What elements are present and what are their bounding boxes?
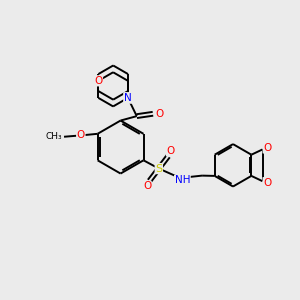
Text: O: O (77, 130, 85, 140)
Text: O: O (263, 178, 272, 188)
Text: O: O (263, 143, 272, 153)
Text: O: O (143, 181, 151, 191)
Text: S: S (155, 164, 162, 173)
Text: CH₃: CH₃ (46, 132, 63, 141)
Text: N: N (124, 93, 132, 103)
Text: NH: NH (175, 175, 190, 185)
Text: N: N (124, 93, 132, 103)
Text: O: O (155, 109, 164, 119)
Text: O: O (94, 76, 103, 86)
Text: O: O (167, 146, 175, 156)
